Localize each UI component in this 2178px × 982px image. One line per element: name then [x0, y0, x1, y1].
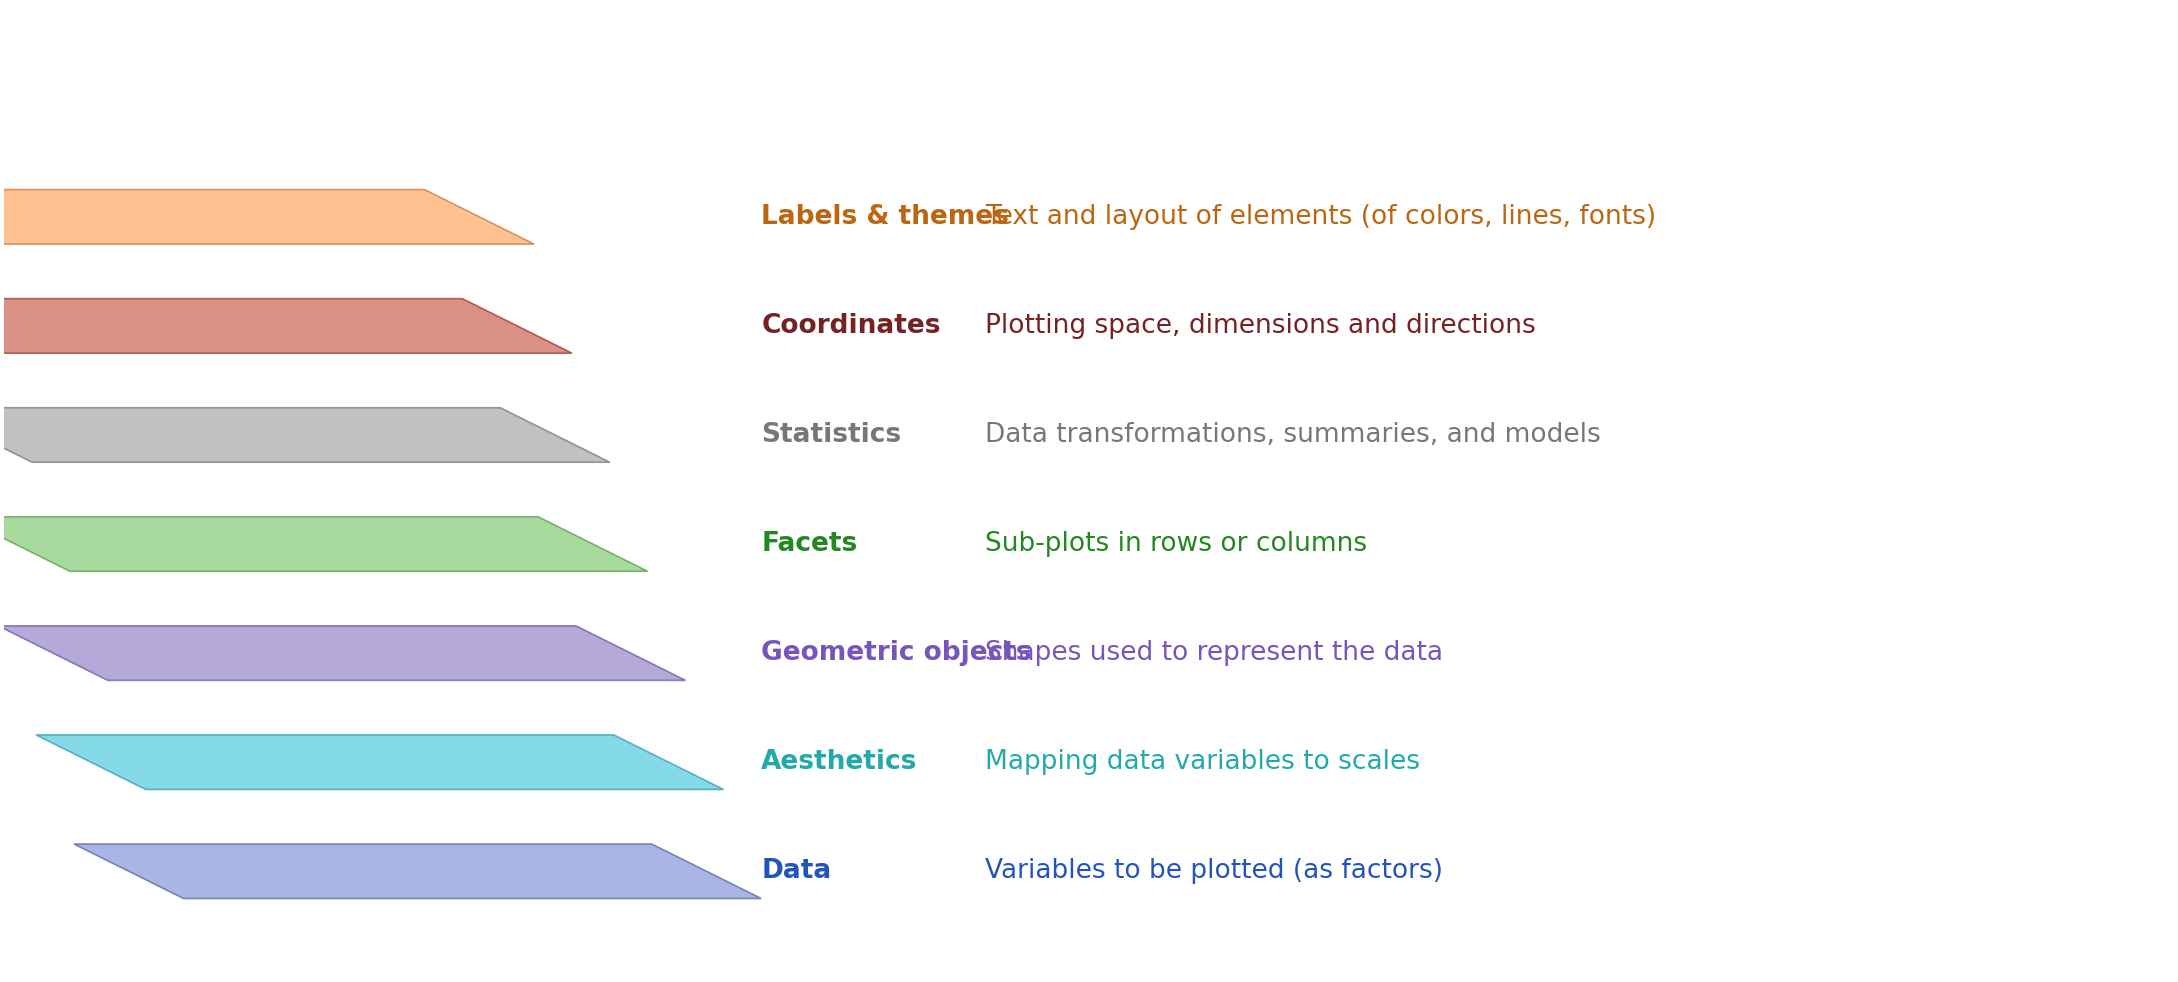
Text: Aesthetics: Aesthetics — [762, 749, 917, 775]
Text: Data transformations, summaries, and models: Data transformations, summaries, and mod… — [984, 422, 1601, 448]
Polygon shape — [0, 626, 686, 681]
Polygon shape — [0, 408, 610, 463]
Text: Statistics: Statistics — [762, 422, 902, 448]
Text: Shapes used to represent the data: Shapes used to represent the data — [984, 640, 1444, 666]
Text: Text and layout of elements (of colors, lines, fonts): Text and layout of elements (of colors, … — [984, 204, 1657, 230]
Polygon shape — [74, 844, 762, 899]
Polygon shape — [0, 299, 573, 354]
Polygon shape — [0, 517, 647, 572]
Text: Data: Data — [762, 858, 832, 884]
Text: Coordinates: Coordinates — [762, 313, 941, 339]
Polygon shape — [0, 190, 534, 245]
Text: Variables to be plotted (as factors): Variables to be plotted (as factors) — [984, 858, 1444, 884]
Text: Plotting space, dimensions and directions: Plotting space, dimensions and direction… — [984, 313, 1535, 339]
Text: Sub-plots in rows or columns: Sub-plots in rows or columns — [984, 531, 1368, 557]
Text: Labels & themes: Labels & themes — [762, 204, 1008, 230]
Text: Geometric objects: Geometric objects — [762, 640, 1032, 666]
Text: Mapping data variables to scales: Mapping data variables to scales — [984, 749, 1420, 775]
Polygon shape — [37, 735, 723, 790]
Text: Facets: Facets — [762, 531, 858, 557]
